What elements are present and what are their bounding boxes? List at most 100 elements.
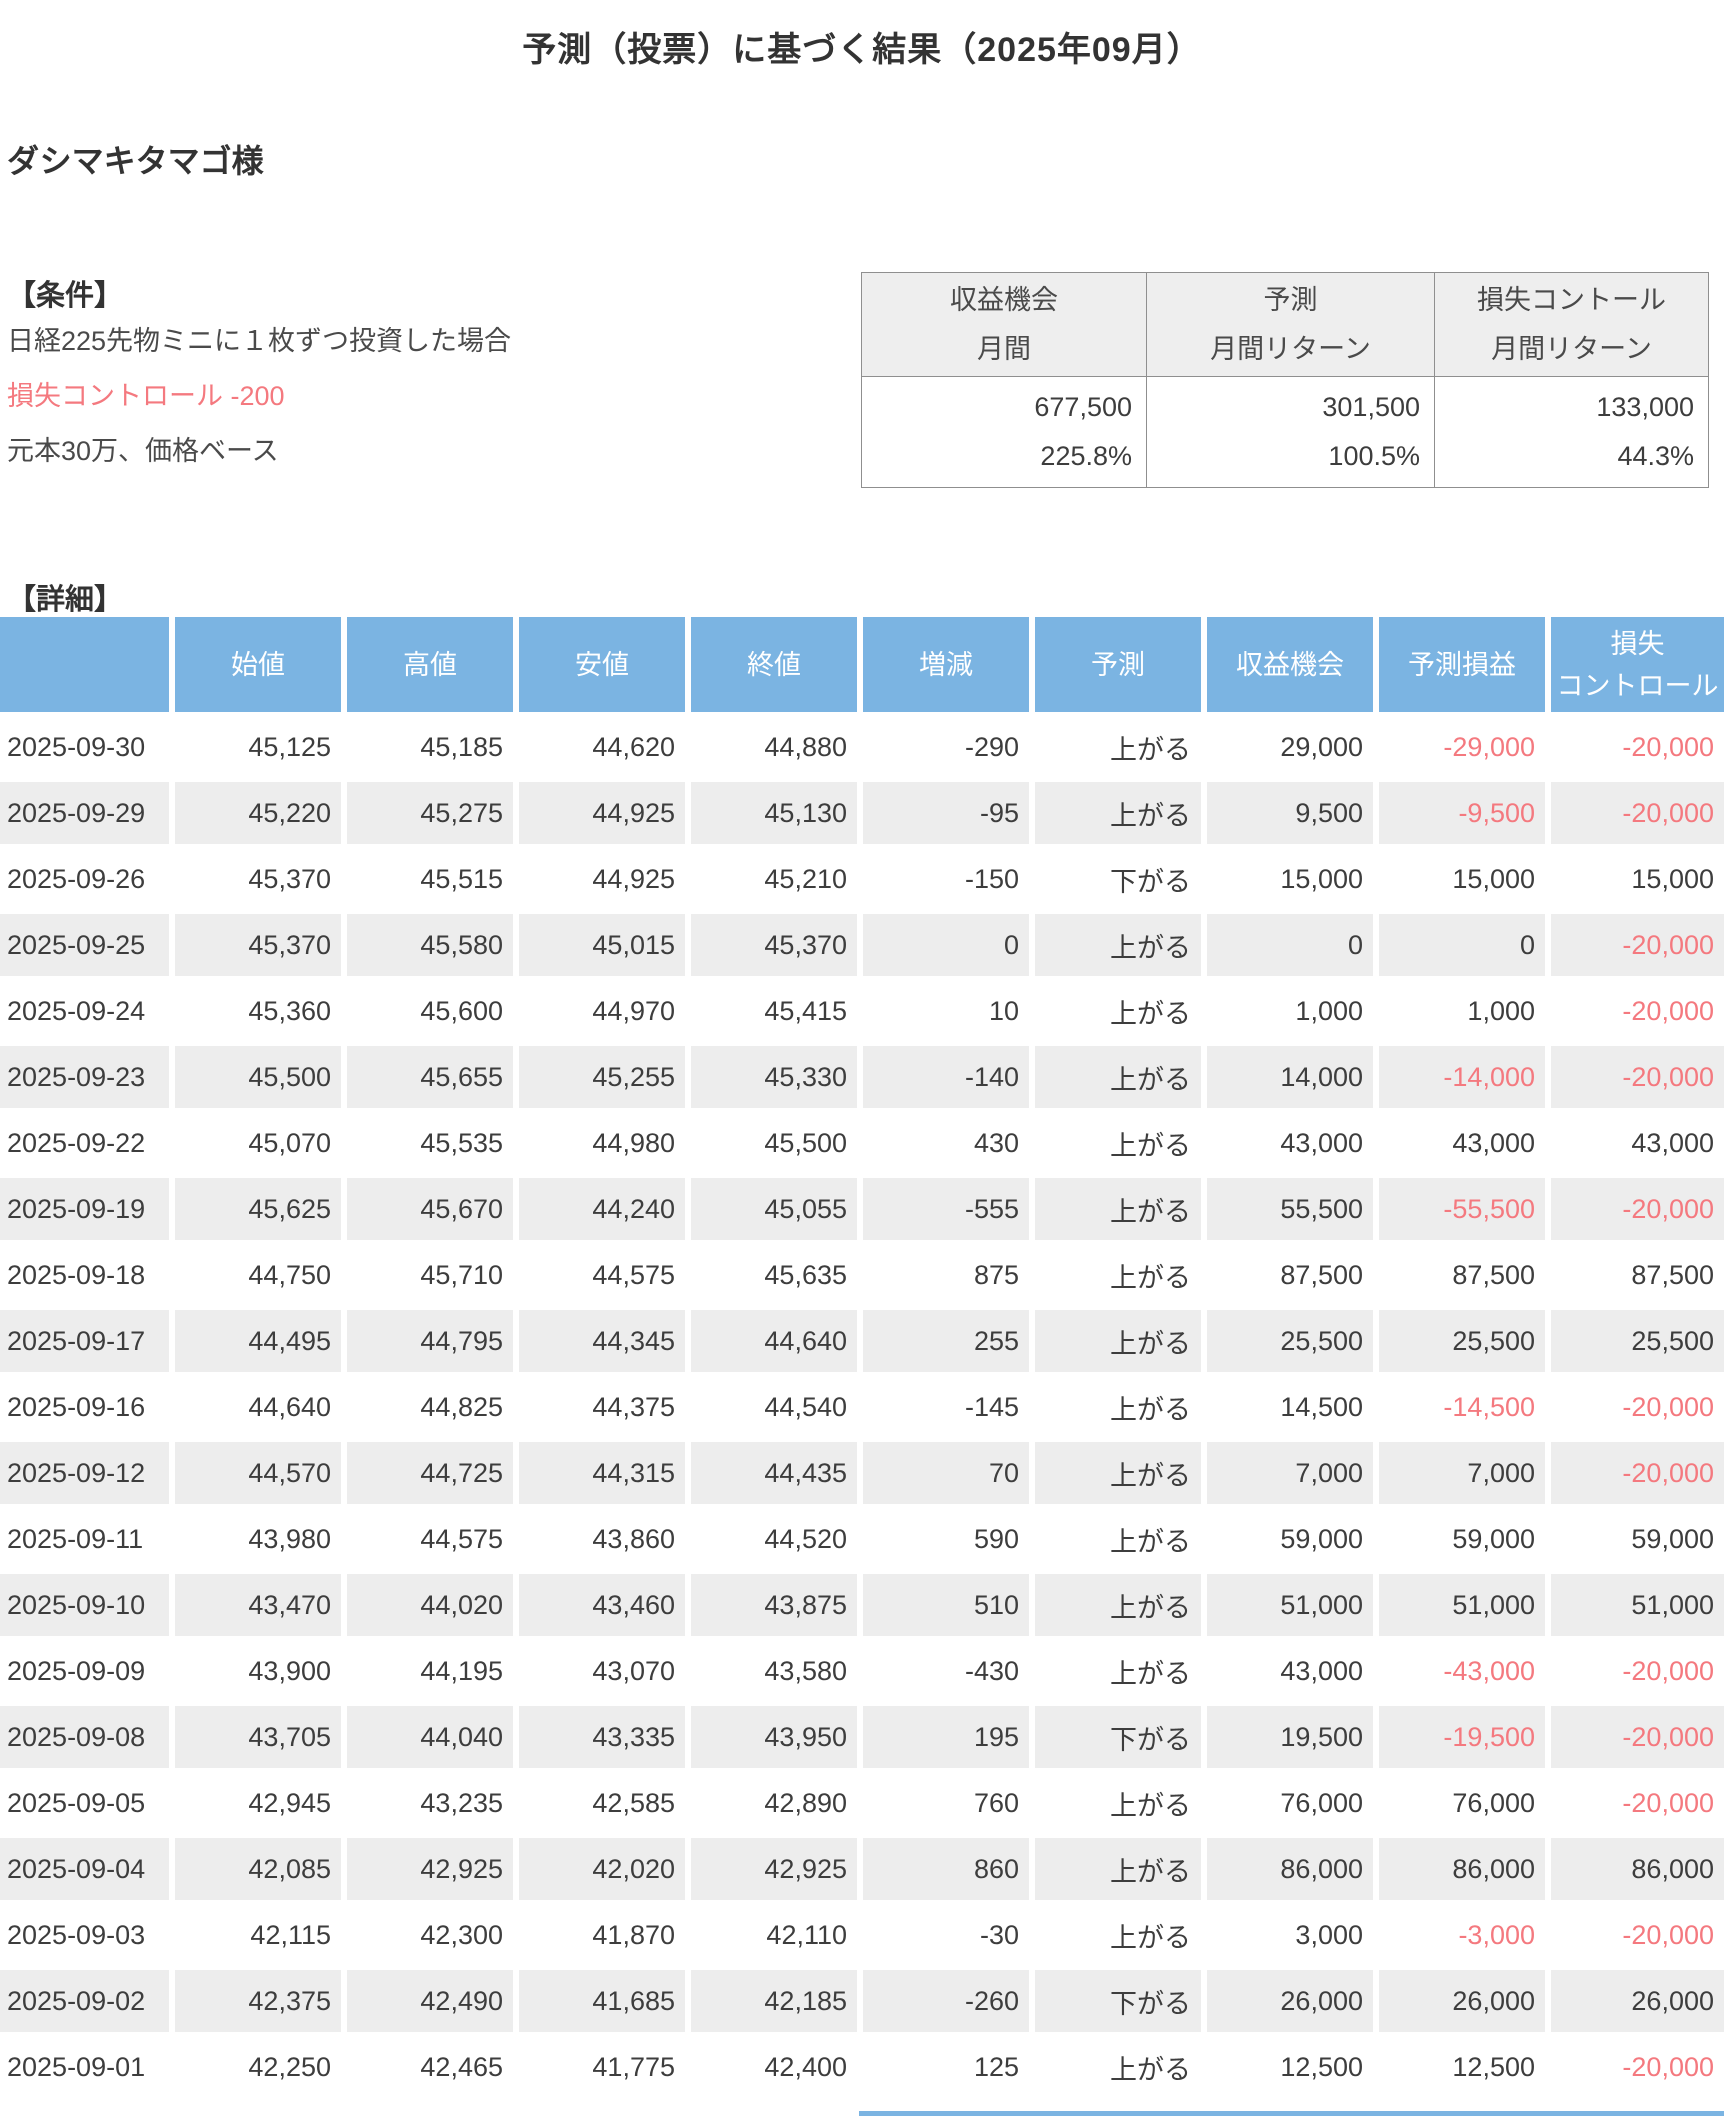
- cell-opportunity: 14,000: [1204, 1044, 1379, 1112]
- cell-close: 45,130: [688, 780, 863, 848]
- table-row: 2025-09-11 43,980 44,575 43,860 44,520 590 上がる…: [0, 1506, 1724, 1574]
- table-row: 2025-09-04 42,085 42,925 42,020 42,925 860 上がる…: [0, 1836, 1724, 1904]
- cell-change: -95: [860, 780, 1035, 848]
- cell-change: 70: [860, 1440, 1035, 1508]
- cell-date: 2025-09-16: [0, 1374, 175, 1442]
- cell-forecast-pl: 1,000: [1376, 978, 1551, 1046]
- detail-header-row: 始値 高値 安値 終値 増減 予測 収益機会 予測損益 損失 コントロール: [0, 617, 1724, 716]
- cell-close: 44,540: [688, 1374, 863, 1442]
- cell-opportunity: 1,000: [1204, 978, 1379, 1046]
- summary-header-text: 収益機会: [950, 284, 1058, 315]
- cell-date: 2025-09-23: [0, 1044, 175, 1112]
- cell-loss-control: -20,000: [1548, 978, 1724, 1046]
- cell-forecast: 上がる: [1032, 1176, 1207, 1244]
- cell-forecast-pl: -3,000: [1376, 1902, 1551, 1970]
- cell-forecast: 上がる: [1032, 1308, 1207, 1376]
- cell-forecast: 上がる: [1032, 780, 1207, 848]
- cell-forecast-pl: 51,000: [1376, 1572, 1551, 1640]
- column-header-opportunity: 収益機会: [1204, 617, 1379, 716]
- cell-opportunity: 14,500: [1204, 1374, 1379, 1442]
- cell-low: 43,860: [516, 1506, 691, 1574]
- table-row: 2025-09-19 45,625 45,670 44,240 45,055 -555 上が…: [0, 1176, 1724, 1244]
- cell-close: 45,330: [688, 1044, 863, 1112]
- cell-loss-control: -20,000: [1548, 714, 1724, 782]
- cell-date: 2025-09-09: [0, 1638, 175, 1706]
- cell-forecast: 上がる: [1032, 1044, 1207, 1112]
- cell-forecast-pl: 26,000: [1376, 1968, 1551, 2036]
- cell-opportunity: 51,000: [1204, 1572, 1379, 1640]
- cell-opportunity: 7,000: [1204, 1440, 1379, 1508]
- summary-value-amount: 677,500: [1034, 392, 1132, 422]
- cell-low: 44,345: [516, 1308, 691, 1376]
- cell-change: 195: [860, 1704, 1035, 1772]
- cell-opportunity: 15,000: [1204, 846, 1379, 914]
- summary-header-text: 損失コントール: [1477, 284, 1666, 315]
- summary-header-row: 収益機会 月間 予測 月間リターン 損失コントール 月間リターン: [861, 272, 1709, 377]
- cell-forecast-pl: 76,000: [1376, 1770, 1551, 1838]
- cell-close: 42,890: [688, 1770, 863, 1838]
- cell-change: -150: [860, 846, 1035, 914]
- cell-high: 45,600: [344, 978, 519, 1046]
- cell-loss-control: 87,500: [1548, 1242, 1724, 1310]
- column-header-date: [0, 617, 175, 716]
- cell-date: 2025-09-30: [0, 714, 175, 782]
- cell-loss-control: -20,000: [1548, 1902, 1724, 1970]
- cell-change: 875: [860, 1242, 1035, 1310]
- cell-forecast-pl: -9,500: [1376, 780, 1551, 848]
- detail-table: 始値 高値 安値 終値 増減 予測 収益機会 予測損益 損失 コントロール 2025-09-30 4…: [0, 617, 1724, 2102]
- cell-forecast-pl: -43,000: [1376, 1638, 1551, 1706]
- cell-forecast-pl: 7,000: [1376, 1440, 1551, 1508]
- cell-loss-control: -20,000: [1548, 1770, 1724, 1838]
- summary-header-forecast: 予測 月間リターン: [1146, 272, 1435, 377]
- cell-loss-control: -20,000: [1548, 1440, 1724, 1508]
- cell-change: -290: [860, 714, 1035, 782]
- summary-value-forecast: 301,500 100.5%: [1146, 376, 1435, 488]
- cell-date: 2025-09-26: [0, 846, 175, 914]
- cell-change: 760: [860, 1770, 1035, 1838]
- cell-high: 45,670: [344, 1176, 519, 1244]
- cell-open: 42,085: [172, 1836, 347, 1904]
- cell-open: 45,360: [172, 978, 347, 1046]
- cell-opportunity: 55,500: [1204, 1176, 1379, 1244]
- cell-open: 45,370: [172, 846, 347, 914]
- cell-date: 2025-09-03: [0, 1902, 175, 1970]
- cell-opportunity: 43,000: [1204, 1110, 1379, 1178]
- cell-date: 2025-09-19: [0, 1176, 175, 1244]
- cell-high: 45,580: [344, 912, 519, 980]
- cell-open: 43,900: [172, 1638, 347, 1706]
- cell-low: 43,070: [516, 1638, 691, 1706]
- cell-loss-control: 15,000: [1548, 846, 1724, 914]
- table-row: 2025-09-01 42,250 42,465 41,775 42,400 125 上がる…: [0, 2034, 1724, 2102]
- cell-date: 2025-09-10: [0, 1572, 175, 1640]
- table-row: 2025-09-09 43,900 44,195 43,070 43,580 -430 上が…: [0, 1638, 1724, 1706]
- cell-change: 0: [860, 912, 1035, 980]
- cell-forecast: 上がる: [1032, 1374, 1207, 1442]
- cell-forecast-pl: 87,500: [1376, 1242, 1551, 1310]
- cell-opportunity: 26,000: [1204, 1968, 1379, 2036]
- cell-low: 44,240: [516, 1176, 691, 1244]
- cell-opportunity: 43,000: [1204, 1638, 1379, 1706]
- cell-change: 125: [860, 2034, 1035, 2102]
- customer-name: ダシマキタマゴ様: [7, 143, 264, 179]
- cell-date: 2025-09-05: [0, 1770, 175, 1838]
- column-header-text: コントロール: [1556, 670, 1719, 701]
- summary-value-loss-control: 133,000 44.3%: [1434, 376, 1709, 488]
- cell-change: 430: [860, 1110, 1035, 1178]
- cell-close: 43,950: [688, 1704, 863, 1772]
- cell-low: 41,870: [516, 1902, 691, 1970]
- table-row: 2025-09-16 44,640 44,825 44,375 44,540 -145 上が…: [0, 1374, 1724, 1442]
- cell-close: 44,880: [688, 714, 863, 782]
- cell-high: 44,040: [344, 1704, 519, 1772]
- cell-close: 42,400: [688, 2034, 863, 2102]
- cell-loss-control: -20,000: [1548, 2034, 1724, 2102]
- cell-close: 43,580: [688, 1638, 863, 1706]
- cell-forecast: 上がる: [1032, 1836, 1207, 1904]
- cell-high: 45,515: [344, 846, 519, 914]
- cell-high: 45,535: [344, 1110, 519, 1178]
- conditions-lines: 日経225先物ミニに１枚ずつ投資した場合 損失コントロール -200 元本30万、価…: [7, 314, 511, 479]
- cell-date: 2025-09-25: [0, 912, 175, 980]
- cell-close: 44,520: [688, 1506, 863, 1574]
- summary-header-text: 予測: [1263, 284, 1318, 315]
- cell-low: 45,015: [516, 912, 691, 980]
- condition-line-2: 損失コントロール -200: [7, 381, 285, 411]
